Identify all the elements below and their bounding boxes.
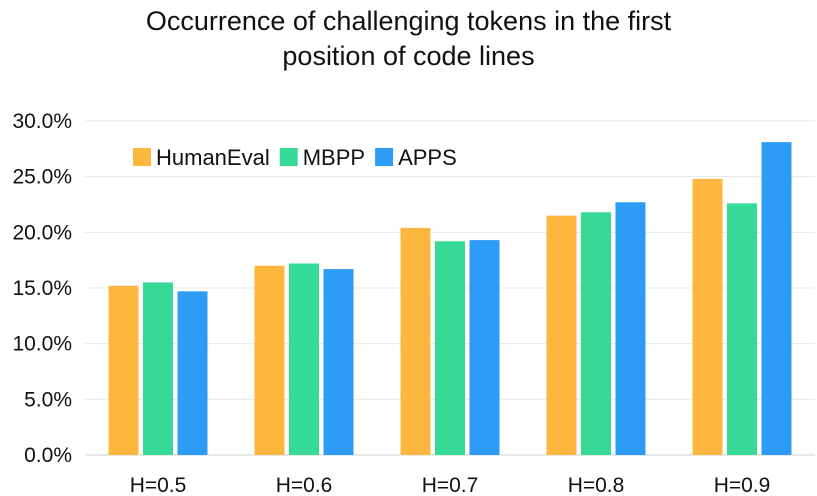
- legend-label-mbpp: MBPP: [303, 145, 365, 170]
- bar-mbpp-h-08: [581, 212, 611, 455]
- y-tick-label: 25.0%: [12, 166, 72, 189]
- bar-mbpp-h-07: [435, 241, 465, 455]
- x-tick-label: H=0.9: [714, 474, 771, 496]
- bar-humaneval-h-08: [546, 215, 577, 455]
- legend-label-apps: APPS: [398, 145, 457, 170]
- y-axis-tick-labels: 0.0% 5.0% 10.0% 15.0% 20.0% 25.0% 30.0%: [12, 110, 72, 467]
- bar-apps-h-07: [469, 240, 500, 455]
- chart-title-line-1: Occurrence of challenging tokens in the …: [145, 6, 672, 36]
- bar-apps-h-09: [761, 142, 792, 456]
- y-tick-label: 5.0%: [24, 388, 72, 411]
- y-tick-label: 10.0%: [12, 333, 72, 356]
- y-tick-label: 20.0%: [12, 221, 72, 244]
- x-tick-label: H=0.6: [276, 474, 333, 496]
- legend-swatch-humaneval: [133, 148, 151, 166]
- bar-apps-h-06: [323, 269, 354, 455]
- bar-mbpp-h-09: [727, 203, 757, 455]
- bar-apps-h-08: [615, 202, 646, 455]
- legend: HumanEval MBPP APPS: [133, 145, 457, 170]
- y-tick-label: 0.0%: [24, 444, 72, 467]
- bar-mbpp-h-05: [143, 282, 173, 455]
- y-tick-label: 30.0%: [12, 110, 72, 133]
- x-tick-label: H=0.5: [130, 474, 187, 496]
- bars: [108, 142, 792, 456]
- legend-label-humaneval: HumanEval: [156, 145, 270, 170]
- bar-mbpp-h-06: [289, 263, 319, 455]
- bar-humaneval-h-06: [254, 265, 285, 455]
- legend-swatch-apps: [375, 148, 394, 166]
- bar-humaneval-h-09: [692, 178, 723, 456]
- x-tick-label: H=0.7: [422, 474, 479, 496]
- legend-swatch-mbpp: [279, 148, 298, 166]
- x-tick-label: H=0.8: [568, 474, 625, 496]
- chart-title: Occurrence of challenging tokens in the …: [0, 4, 817, 74]
- x-axis-tick-labels: H=0.5 H=0.6 H=0.7 H=0.8 H=0.9: [130, 474, 771, 496]
- y-tick-label: 15.0%: [12, 277, 72, 300]
- bar-humaneval-h-07: [400, 227, 431, 455]
- bar-humaneval-h-05: [108, 285, 139, 455]
- bar-apps-h-05: [177, 291, 208, 455]
- chart-title-line-2: position of code lines: [282, 41, 535, 71]
